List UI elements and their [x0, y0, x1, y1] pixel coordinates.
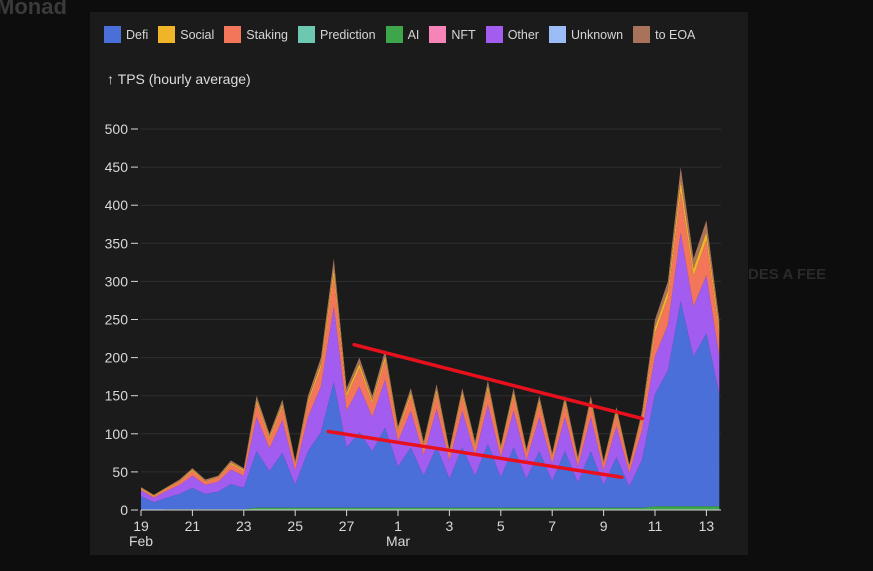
legend-swatch	[224, 26, 242, 43]
legend-swatch	[104, 26, 121, 43]
x-tick-label: 19	[133, 518, 149, 534]
legend-item[interactable]: to EOA	[633, 26, 695, 43]
y-tick-label: 400	[105, 197, 129, 213]
x-tick-month-label: Feb	[129, 533, 153, 549]
x-tick-label: 9	[600, 518, 608, 534]
legend-label: NFT	[451, 27, 476, 42]
legend-swatch	[485, 26, 503, 43]
y-tick-label: 100	[105, 426, 129, 442]
legend-label: AI	[407, 27, 420, 42]
y-tick-label: 150	[105, 388, 129, 404]
y-tick-label: 250	[105, 312, 129, 328]
y-tick-label: 350	[105, 235, 129, 251]
trend-line-annotation	[352, 342, 644, 421]
x-tick-label: 3	[446, 518, 454, 534]
legend: Defi Social Staking Prediction AI NFT Other Unk…	[104, 26, 704, 43]
x-tick-label: 13	[699, 518, 715, 534]
background-text: DES A FEE	[748, 266, 827, 283]
legend-item[interactable]: Staking	[224, 26, 288, 43]
x-tick-month-label: Mar	[386, 533, 410, 549]
area-ai	[141, 506, 720, 510]
legend-item[interactable]: Other	[485, 26, 539, 43]
area-other	[141, 232, 720, 503]
legend-item[interactable]: Social	[158, 26, 214, 43]
x-tick-label: 7	[548, 518, 556, 534]
x-tick-label: 25	[287, 518, 303, 534]
legend-label: Social	[180, 27, 215, 42]
legend-label: Other	[507, 27, 539, 42]
legend-swatch	[429, 26, 447, 43]
y-tick-label: 500	[105, 121, 129, 137]
x-tick-label: 5	[497, 518, 505, 534]
legend-item[interactable]: AI	[385, 26, 420, 43]
trend-line-annotation	[326, 429, 624, 479]
y-tick-label: 50	[112, 464, 128, 480]
area-defi	[141, 301, 720, 510]
background-page-title: Monad	[0, 0, 67, 19]
legend-label: Defi	[126, 27, 149, 42]
y-axis-label: ↑ TPS (hourly average)	[107, 71, 251, 87]
x-tick-label: 21	[185, 518, 201, 534]
legend-label: to EOA	[655, 27, 696, 42]
x-tick-label: 27	[339, 518, 355, 534]
legend-swatch	[385, 26, 403, 43]
legend-item[interactable]: Defi	[104, 26, 148, 43]
x-tick-label: 23	[236, 518, 252, 534]
y-tick-label: 450	[105, 159, 129, 175]
y-tick-label: 200	[105, 350, 129, 366]
legend-item[interactable]: Prediction	[297, 26, 376, 43]
x-tick-label: 11	[648, 518, 663, 534]
legend-label: Unknown	[570, 27, 624, 42]
legend-item[interactable]: NFT	[429, 26, 476, 43]
legend-swatch	[297, 26, 315, 43]
y-tick-label: 300	[105, 273, 129, 289]
legend-item[interactable]: Unknown	[548, 26, 624, 43]
legend-swatch	[158, 26, 176, 43]
legend-label: Staking	[246, 27, 288, 42]
x-tick-label: 1	[394, 518, 402, 534]
legend-swatch	[548, 26, 566, 43]
legend-label: Prediction	[319, 27, 376, 42]
y-tick-label: 0	[120, 502, 128, 518]
legend-swatch	[633, 26, 651, 43]
